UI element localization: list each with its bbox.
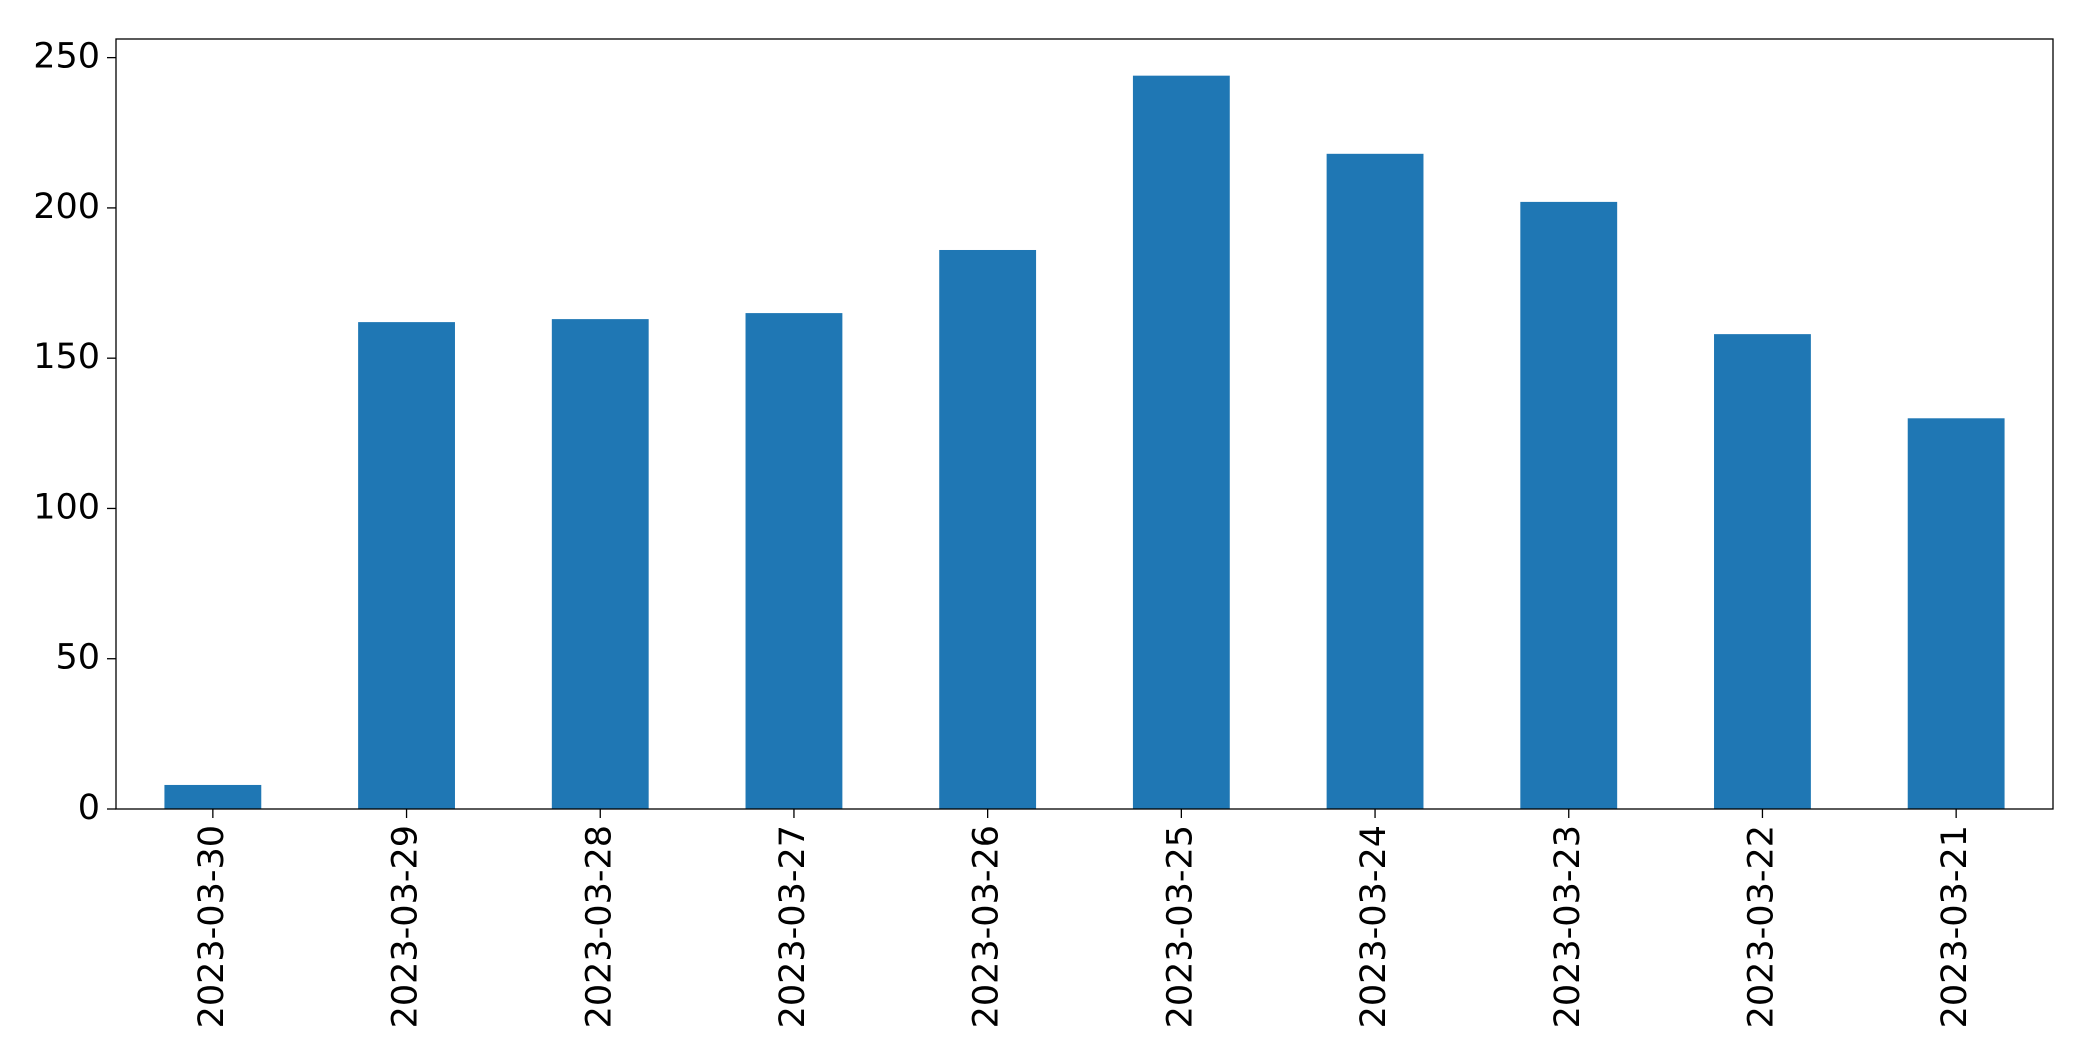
x-tick-label: 2023-03-23	[1548, 825, 1588, 1028]
x-tick-label: 2023-03-26	[967, 825, 1007, 1028]
y-tick-label: 200	[33, 187, 100, 227]
y-tick-label: 150	[33, 337, 100, 377]
bar	[164, 784, 262, 809]
bar	[551, 319, 649, 809]
x-tick-label: 2023-03-22	[1741, 825, 1781, 1028]
y-tick-label: 100	[33, 487, 100, 527]
bar	[1132, 75, 1230, 809]
x-tick-label: 2023-03-25	[1160, 825, 1200, 1028]
bar	[1714, 334, 1811, 809]
x-tick-label: 2023-03-28	[579, 825, 619, 1028]
bar	[745, 313, 843, 809]
y-tick-label: 250	[33, 37, 100, 77]
x-tick-label: 2023-03-29	[386, 825, 426, 1028]
y-tick-label: 0	[78, 788, 100, 828]
bar	[1520, 201, 1618, 809]
x-tick-label: 2023-03-24	[1354, 825, 1394, 1028]
bar	[358, 322, 455, 809]
bar	[1907, 418, 2005, 809]
x-tick-label: 2023-03-21	[1935, 825, 1975, 1028]
y-tick-label: 50	[55, 638, 100, 678]
plot-frame	[115, 38, 2054, 810]
bar	[939, 249, 1037, 809]
x-tick-label: 2023-03-27	[773, 825, 813, 1028]
x-tick-label: 2023-03-30	[192, 825, 232, 1028]
bar	[1326, 153, 1424, 810]
